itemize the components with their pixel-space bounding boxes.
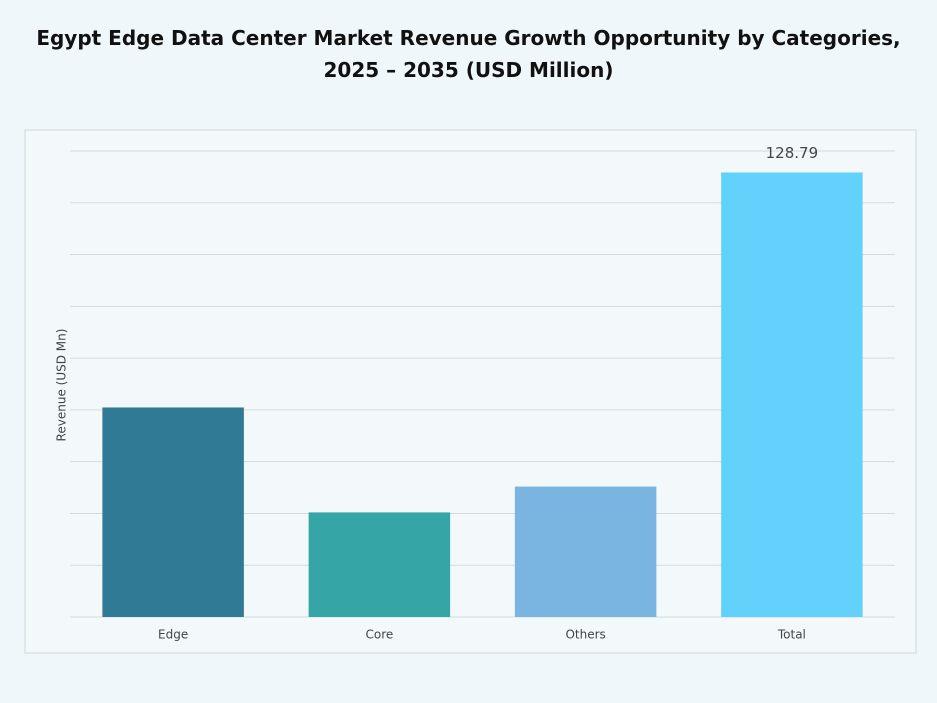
x-tick-label: Core [365, 628, 393, 642]
y-axis-label: Revenue (USD Mn) [55, 329, 69, 442]
bar [721, 172, 863, 617]
bar [514, 486, 657, 617]
x-tick-label: Others [565, 628, 605, 642]
x-tick-label: Edge [158, 628, 188, 642]
bar [102, 407, 244, 617]
value-label: 128.79 [766, 144, 819, 162]
chart-title: Egypt Edge Data Center Market Revenue Gr… [36, 26, 901, 82]
bar [308, 512, 451, 617]
x-tick-label: Total [777, 628, 806, 642]
